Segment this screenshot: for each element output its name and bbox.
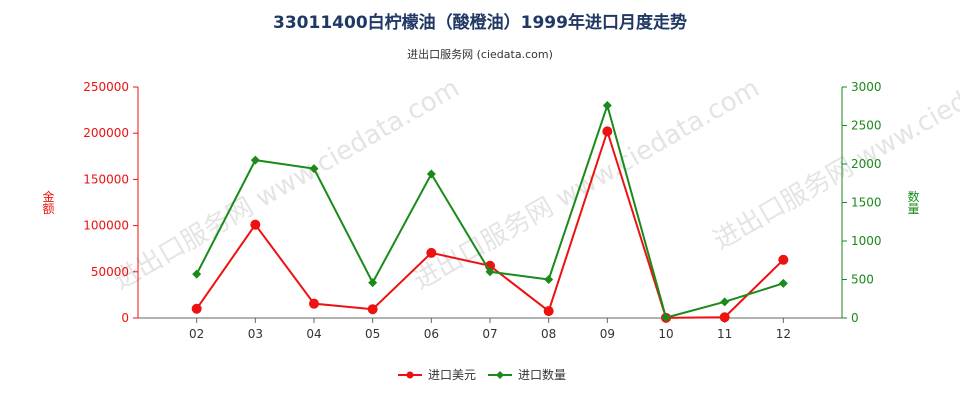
x-tick-label: 12 — [776, 327, 791, 341]
right-y-tick-label: 1000 — [851, 234, 882, 248]
data-point-quantity — [426, 169, 436, 179]
data-point-amount — [426, 247, 437, 258]
left-y-tick-label: 0 — [121, 311, 129, 325]
right-y-tick-label: 3000 — [851, 80, 882, 94]
data-point-quantity — [661, 313, 671, 323]
right-y-axis-title: 数量 — [906, 189, 920, 214]
chart-title: 33011400白柠檬油（酸橙油）1999年进口月度走势 — [273, 13, 687, 33]
x-tick-label: 11 — [717, 327, 732, 341]
data-point-amount — [367, 304, 378, 315]
right-y-tick-label: 0 — [851, 311, 859, 325]
x-tick-label: 10 — [658, 327, 673, 341]
x-tick-label: 09 — [600, 327, 615, 341]
left-y-tick-label: 250000 — [83, 80, 129, 94]
x-tick-label: 07 — [482, 327, 497, 341]
left-y-tick-label: 150000 — [83, 172, 129, 186]
data-point-quantity — [192, 269, 202, 279]
left-y-tick-label: 200000 — [83, 126, 129, 140]
legend-marker — [496, 371, 504, 379]
left-y-tick-label: 100000 — [83, 219, 129, 233]
x-tick-label: 06 — [424, 327, 439, 341]
data-point-quantity — [720, 297, 730, 307]
right-y-tick-label: 1500 — [851, 196, 882, 210]
legend-label: 进口美元 — [428, 368, 476, 382]
watermark-text: 进出口服务网 www.ciedata.com — [409, 73, 765, 296]
legend: 进口美元 进口数量 — [398, 367, 566, 382]
left-y-axis-title: 金额 — [41, 189, 55, 215]
data-point-quantity — [544, 275, 554, 284]
x-tick-label: 05 — [365, 327, 380, 341]
series-layer — [191, 100, 789, 323]
data-point-amount — [309, 298, 319, 309]
chart-subtitle: 进出口服务网 (ciedata.com) — [407, 48, 553, 61]
data-point-amount — [719, 312, 730, 323]
x-tick-label: 08 — [541, 327, 556, 341]
data-point-amount — [778, 254, 789, 265]
data-point-quantity — [602, 100, 612, 110]
legend-label: 进口数量 — [518, 367, 566, 382]
legend-marker — [406, 371, 414, 379]
watermark-text: 进出口服务网 www.ciedata.com — [109, 73, 465, 296]
data-point-amount — [543, 306, 554, 317]
left-y-tick-label: 50000 — [91, 265, 129, 279]
x-tick-label: 03 — [248, 327, 263, 341]
axes-layer: 0 50000 100000 150000 200000 250000 0 500 1000 15… — [41, 80, 920, 341]
x-tick-label: 02 — [189, 327, 204, 341]
data-point-quantity — [309, 164, 319, 174]
right-y-tick-label: 500 — [851, 273, 874, 287]
data-point-amount — [250, 219, 261, 230]
data-point-quantity — [485, 267, 495, 277]
right-y-tick-label: 2500 — [851, 119, 882, 133]
data-point-quantity — [778, 278, 788, 288]
x-tick-label: 04 — [306, 327, 321, 341]
data-point-amount — [602, 126, 613, 137]
data-point-quantity — [368, 278, 378, 288]
data-point-amount — [191, 303, 202, 314]
data-point-quantity — [250, 155, 260, 165]
watermark-text: 进出口服务网 www.ciedata.com — [709, 33, 960, 256]
right-y-tick-label: 2000 — [851, 157, 882, 171]
